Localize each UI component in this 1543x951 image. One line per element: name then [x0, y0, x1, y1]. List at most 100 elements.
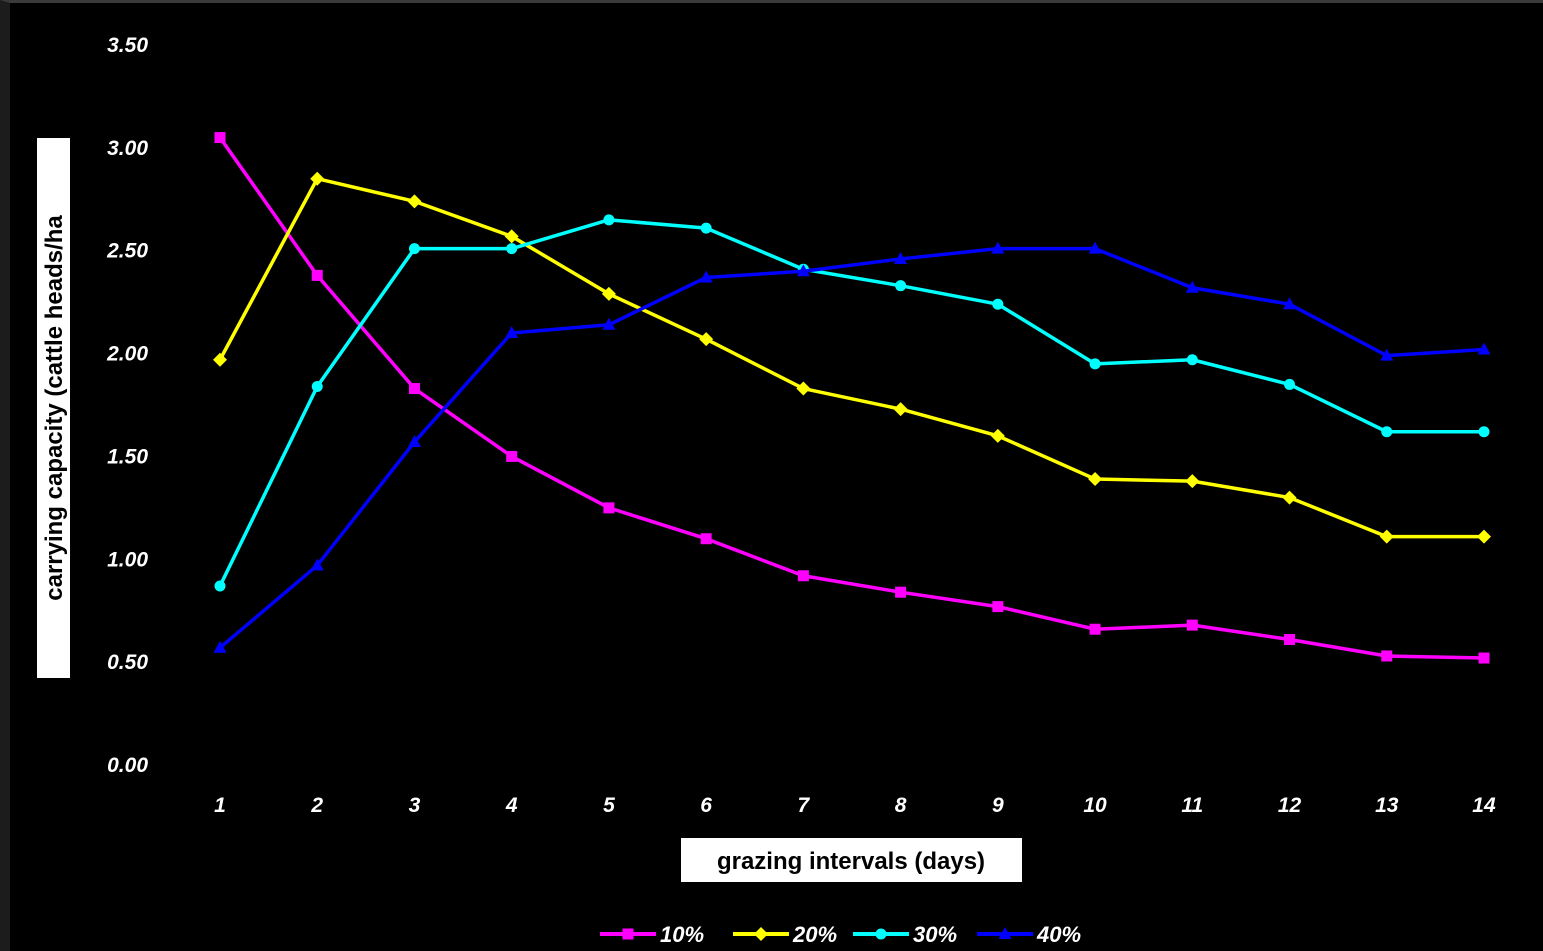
series-40pct-point	[407, 435, 421, 448]
series-20pct-point	[699, 332, 714, 347]
series-20pct-point	[1088, 472, 1103, 487]
series-20pct-point	[1476, 529, 1491, 544]
series-30pct-point	[1381, 426, 1393, 438]
x-tick-label: 3	[409, 794, 421, 817]
series-40pct-point	[894, 251, 908, 264]
legend-item-30pct-label: 30%	[913, 922, 957, 947]
legend-item-10pct: 10%	[600, 922, 704, 947]
series-20pct-point	[601, 286, 616, 301]
series-40pct-point	[1477, 342, 1491, 355]
legend-item-30pct: 30%	[853, 922, 957, 947]
series-30pct-point	[214, 580, 226, 592]
legend-item-20pct: 20%	[733, 922, 837, 947]
legend-item-20pct-label: 20%	[792, 922, 837, 947]
series-20pct-point	[213, 352, 227, 367]
legend-item-40pct-label: 40%	[1036, 922, 1081, 947]
series-10pct-point	[214, 132, 226, 144]
series-40pct-point	[213, 640, 227, 653]
legend-item-20pct-swatch-marker	[754, 927, 768, 941]
x-axis-title-background	[681, 838, 1022, 882]
x-axis-title: grazing intervals (days)	[681, 838, 1022, 882]
series-20pct	[213, 171, 1491, 544]
legend: 10% 20% 30% 40%	[600, 922, 1081, 947]
y-axis-title: carrying capacity (cattle heads/ha	[37, 138, 70, 678]
series-layer	[213, 132, 1491, 664]
series-30pct-point	[1186, 354, 1198, 366]
series-40pct-point	[1088, 241, 1102, 254]
series-40pct-point	[1283, 297, 1297, 310]
series-10pct-point	[1186, 619, 1198, 631]
y-tick-label: 0.50	[107, 651, 148, 674]
series-10pct-point	[700, 533, 712, 545]
x-tick-label: 7	[798, 794, 811, 817]
x-axis-tick-labels: 1 2 3 4 5 6 7 8 9 10 11 12 13 14	[214, 794, 1496, 817]
series-40pct-point	[1380, 348, 1394, 361]
series-40pct-point	[310, 558, 324, 571]
series-10pct-point	[603, 502, 615, 514]
series-40pct-point	[699, 270, 713, 283]
x-tick-label: 10	[1083, 794, 1107, 817]
series-40pct-line	[218, 246, 1485, 650]
y-axis-title-background	[37, 138, 70, 678]
series-30pct-point	[700, 222, 712, 234]
y-axis-tick-labels: 0.00 0.50 1.00 1.50 2.00 2.50 3.00 3.50	[106, 34, 148, 777]
series-30pct-point	[311, 380, 323, 392]
y-tick-label: 3.00	[107, 137, 148, 160]
series-40pct	[213, 241, 1491, 653]
series-30pct-point	[1284, 378, 1296, 390]
series-10pct-point	[1284, 634, 1296, 646]
series-10pct-point	[992, 601, 1004, 613]
series-20pct-point	[504, 229, 519, 244]
series-20pct-point	[1185, 474, 1200, 489]
legend-item-40pct: 40%	[977, 922, 1081, 947]
legend-item-10pct-swatch-marker	[622, 928, 634, 940]
series-20pct-point	[1282, 490, 1297, 505]
x-axis-title-text: grazing intervals (days)	[717, 848, 985, 875]
series-10pct-point	[1381, 650, 1393, 662]
legend-item-40pct-swatch-marker	[998, 927, 1012, 939]
x-tick-label: 13	[1375, 794, 1399, 817]
series-10pct-line	[218, 136, 1485, 660]
y-tick-label: 1.50	[107, 445, 148, 468]
series-30pct-point	[992, 298, 1004, 310]
y-tick-label: 2.00	[106, 343, 148, 366]
series-40pct-point	[1185, 280, 1199, 293]
series-20pct-point	[407, 194, 422, 209]
y-axis-title-text: carrying capacity (cattle heads/ha	[41, 215, 68, 601]
series-30pct-point	[603, 214, 615, 226]
x-tick-label: 5	[603, 794, 615, 817]
x-tick-label: 6	[700, 794, 712, 817]
series-40pct-point	[991, 241, 1005, 254]
series-20pct-line	[218, 176, 1484, 539]
legend-item-10pct-label: 10%	[660, 922, 704, 947]
series-20pct-point	[893, 402, 908, 417]
y-tick-label: 1.00	[107, 548, 148, 571]
series-30pct-point	[895, 280, 907, 292]
series-10pct-point	[797, 570, 809, 582]
series-10pct	[214, 132, 1490, 664]
series-20pct-point	[1379, 529, 1394, 544]
series-10pct-point	[1478, 652, 1490, 664]
x-tick-label: 12	[1278, 794, 1302, 817]
series-40pct-point	[796, 264, 810, 277]
series-10pct-point	[506, 450, 518, 462]
series-20pct-point	[990, 428, 1005, 443]
series-10pct-point	[311, 269, 323, 281]
x-tick-label: 8	[895, 794, 907, 817]
x-tick-label: 14	[1472, 794, 1496, 817]
series-30pct-point	[1478, 426, 1490, 438]
series-30pct-point	[1089, 358, 1101, 370]
series-10pct-point	[408, 383, 420, 395]
series-20pct-point	[310, 171, 325, 186]
x-tick-label: 1	[214, 794, 226, 817]
series-10pct-point	[1089, 623, 1101, 635]
series-30pct	[214, 214, 1490, 592]
y-tick-label: 3.50	[107, 34, 148, 57]
x-tick-label: 9	[992, 794, 1004, 817]
series-30pct-line	[218, 218, 1484, 587]
y-tick-label: 0.00	[107, 754, 148, 777]
x-tick-label: 11	[1181, 794, 1203, 817]
series-30pct-point	[506, 243, 518, 255]
legend-item-30pct-swatch-marker	[875, 928, 887, 940]
